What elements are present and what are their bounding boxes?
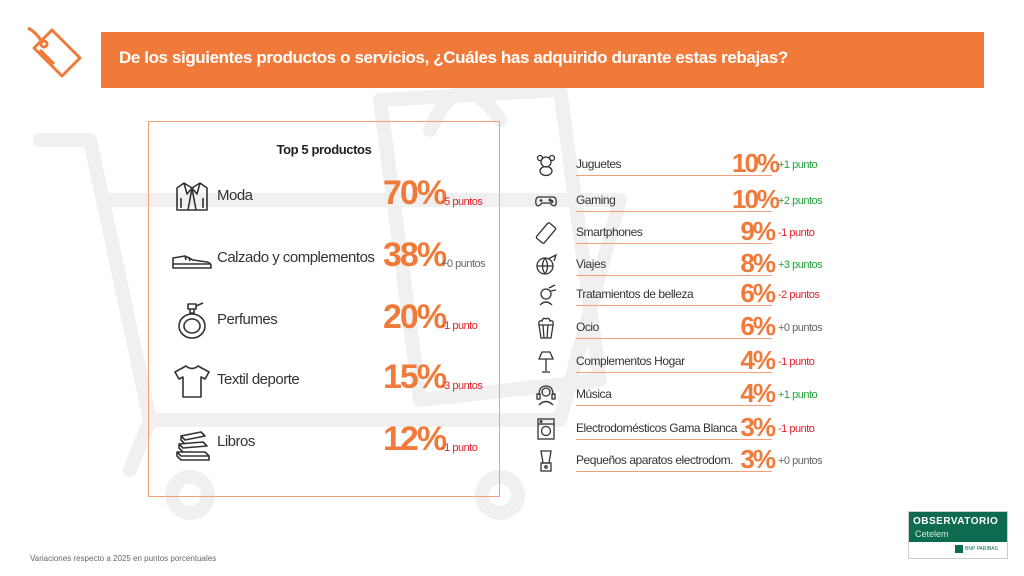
product-row: Smartphones 9% -1 punto [528,216,828,250]
product-row: Ocio 6% +0 puntos [528,311,828,345]
top5-panel: Top 5 productos Moda 70% -5 puntos Calza… [148,121,500,497]
product-label: Gaming [576,193,616,207]
product-label: Ocio [576,320,599,334]
top5-row: Textil deporte 15% -3 puntos [149,356,501,406]
product-value: 10% [732,184,780,214]
product-label: Tratamientos de belleza [576,287,694,301]
leader-line [576,338,772,339]
title-bar: De los siguientes productos o servicios,… [101,32,984,88]
jacket-icon [176,182,208,211]
product-label: Viajes [576,257,606,271]
leader-line [576,405,772,406]
product-row: Música 4% +1 punto [528,378,828,412]
product-change: -2 puntos [778,289,820,301]
product-value: 6% [740,278,776,308]
gamepad-icon [535,196,557,207]
perfume-icon [178,302,206,339]
top5-row: Moda 70% -5 puntos [149,172,501,222]
product-label: Electrodomésticos Gama Blanca [576,421,738,435]
product-label: Juguetes [576,157,622,171]
product-row: Viajes 8% +3 puntos [528,248,828,282]
popcorn-icon [538,317,554,339]
brand-sub: Cetelem [915,529,949,539]
brand-logo-band [909,512,1007,542]
top5-label: Calzado y complementos [217,249,375,266]
footnote: Variaciones respecto a 2025 en puntos po… [30,554,217,563]
top5-change: -1 punto [441,442,478,454]
leader-line [576,275,772,276]
product-change: +3 puntos [778,259,823,271]
leader-line [576,372,772,373]
headphones-icon [536,385,556,406]
top5-change: -3 puntos [441,380,483,392]
shoe-icon [172,255,212,269]
top5-label: Perfumes [217,311,278,328]
blender-icon [540,450,552,472]
tshirt-icon [174,365,210,398]
product-change: -1 punto [778,423,815,435]
top5-row: Calzado y complementos 38% +0 puntos [149,234,501,284]
top5-label: Textil deporte [217,371,300,388]
product-row: Pequeños aparatos electrodom. 3% +0 punt… [528,444,828,478]
product-value: 3% [740,412,776,442]
teddy-bear-icon [536,154,556,177]
bnp-mark-icon [955,545,963,553]
brand-name: OBSERVATORIO [913,516,999,527]
leader-line [576,471,772,472]
brand-group: BNP PARIBAS [965,546,998,552]
leader-line [576,175,772,176]
product-value: 4% [740,378,776,408]
top5-label: Moda [217,187,253,204]
top5-value: 12% [383,420,447,458]
beauty-icon [539,284,557,306]
product-change: +1 punto [778,389,818,401]
top5-change: +0 puntos [441,258,486,270]
lamp-icon [538,351,554,373]
top5-value: 15% [383,358,447,396]
product-label: Complementos Hogar [576,354,685,368]
product-change: -1 punto [778,356,815,368]
top5-value: 70% [383,174,447,212]
product-value: 6% [740,311,776,341]
product-value: 9% [740,216,776,246]
brand-logo: OBSERVATORIO Cetelem BNP PARIBAS [908,511,1008,559]
price-tag-icon [27,26,82,78]
product-row: Complementos Hogar 4% -1 punto [528,345,828,379]
product-change: +1 punto [778,159,818,171]
product-label: Smartphones [576,225,643,239]
books-icon [176,431,210,461]
product-value: 8% [740,248,776,278]
smartphone-icon [535,222,557,244]
page-title: De los siguientes productos o servicios,… [119,48,788,67]
product-change: +0 puntos [778,322,823,334]
leader-line [576,211,772,212]
leader-line [576,305,772,306]
top5-title: Top 5 productos [276,142,372,157]
top5-value: 20% [383,298,447,336]
product-row: Juguetes 10% +1 punto [528,148,828,182]
leader-line [576,243,772,244]
product-row: Electrodomésticos Gama Blanca 3% -1 punt… [528,412,828,446]
product-change: -1 punto [778,227,815,239]
product-change: +2 puntos [778,195,823,207]
product-value: 10% [732,148,780,178]
globe-plane-icon [536,253,558,275]
product-value: 3% [740,444,776,474]
top5-change: -1 punto [441,320,478,332]
leader-line [576,439,772,440]
product-label: Pequeños aparatos electrodom. [576,453,734,467]
top5-value: 38% [383,236,447,274]
product-change: +0 puntos [778,455,823,467]
top5-row: Perfumes 20% -1 punto [149,296,501,346]
product-row: Tratamientos de belleza 6% -2 puntos [528,278,828,312]
top5-change: -5 puntos [441,196,483,208]
top5-row: Libros 12% -1 punto [149,418,501,468]
washing-machine-icon [537,418,555,440]
top5-label: Libros [217,433,255,450]
product-value: 4% [740,345,776,375]
product-row: Gaming 10% +2 puntos [528,184,828,218]
product-label: Música [576,387,612,401]
